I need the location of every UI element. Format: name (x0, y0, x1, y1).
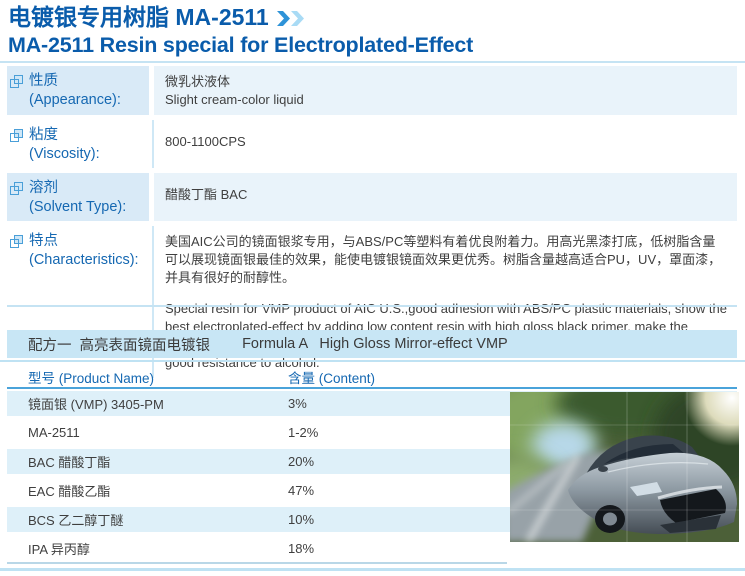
product-name-cell: EAC 醋酸乙酯 (28, 484, 111, 499)
content-cell: 10% (288, 512, 315, 527)
formula-title-chinese: 配方一 高亮表面镜面电镀银 (28, 337, 211, 354)
car-photo (510, 392, 739, 542)
formula-header-underline (7, 387, 737, 389)
property-label: 性质 (Appearance): (29, 73, 121, 108)
property-label-cell: 粘度 (Viscosity): (7, 120, 149, 168)
property-label: 溶剂 (Solvent Type): (29, 180, 127, 215)
product-name-cell: 镜面银 (VMP) 3405-PM (28, 397, 164, 412)
overlapping-squares-icon (10, 179, 29, 217)
double-chevron-icon (276, 4, 307, 32)
header-divider (0, 61, 745, 63)
column-header-content: 含量 (Content) (288, 371, 376, 386)
formula-table-header: 型号 (Product Name) 含量 (Content) (7, 367, 737, 386)
property-row-solvent: 溶剂 (Solvent Type): 醋酸丁酯 BAC (7, 173, 737, 221)
page-bottom-divider (0, 568, 745, 571)
page-title-english: MA-2511 Resin special for Electroplated-… (8, 33, 474, 57)
content-cell: 47% (288, 483, 315, 498)
content-cell: 3% (288, 396, 307, 411)
content-cell: 20% (288, 454, 315, 469)
product-name-cell: MA-2511 (28, 425, 80, 440)
content-cell: 18% (288, 541, 315, 556)
overlapping-squares-icon (10, 72, 29, 111)
property-row-viscosity: 粘度 (Viscosity): 800-1100CPS (7, 120, 737, 168)
product-name-cell: IPA 异丙醇 (28, 542, 90, 557)
property-label: 特点 (Characteristics): (29, 233, 139, 268)
property-row-appearance: 性质 (Appearance): 微乳状液体 Slight cream-colo… (7, 66, 737, 115)
content-cell: 1-2% (288, 425, 319, 440)
characteristics-chinese: 美国AIC公司的镜面银浆专用，与ABS/PC等塑料有着优良附着力。用高光黑漆打底… (165, 234, 722, 285)
property-value: 800-1100CPS (152, 120, 737, 168)
properties-bottom-divider (7, 305, 737, 307)
product-name-cell: BCS 乙二醇丁醚 (28, 513, 124, 528)
property-label-cell: 溶剂 (Solvent Type): (7, 173, 149, 221)
formula-section-header: 配方一 高亮表面镜面电镀银 Formula A High Gloss Mirro… (7, 330, 737, 358)
property-label-cell: 性质 (Appearance): (7, 66, 149, 115)
formula-table-bottom-divider (7, 562, 507, 564)
overlapping-squares-icon (10, 232, 29, 374)
column-header-product-name: 型号 (Product Name) (28, 371, 155, 386)
property-label: 粘度 (Viscosity): (29, 127, 100, 162)
page-title-chinese: 电镀银专用树脂 MA-2511 (8, 2, 738, 32)
document-header: 电镀银专用树脂 MA-2511 MA-2511 Resin special fo… (8, 2, 738, 59)
overlapping-squares-icon (10, 126, 29, 164)
property-value: 醋酸丁酯 BAC (154, 173, 737, 221)
formula-bar-divider (0, 360, 745, 362)
product-name-cell: BAC 醋酸丁酯 (28, 455, 111, 470)
formula-title-english: Formula A High Gloss Mirror-effect VMP (242, 336, 508, 352)
property-value: 微乳状液体 Slight cream-color liquid (154, 66, 737, 115)
page-title-chinese-text: 电镀银专用树脂 MA-2511 (8, 4, 269, 30)
